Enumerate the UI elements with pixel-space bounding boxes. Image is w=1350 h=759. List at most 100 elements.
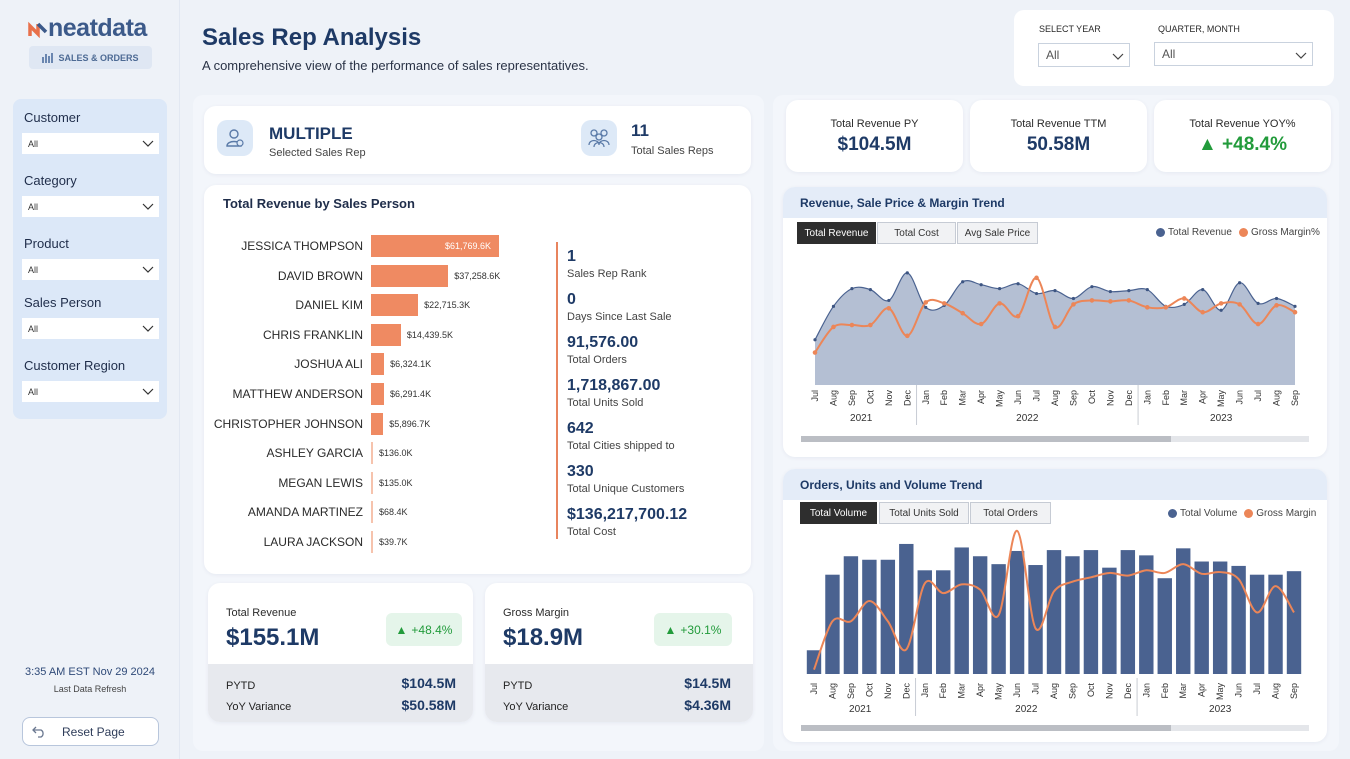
scrollbar-track[interactable] (801, 725, 1309, 731)
month-tick-label: Nov (1105, 390, 1115, 407)
month-tick-label: Oct (864, 683, 874, 698)
tab-total-orders[interactable]: Total Orders (970, 502, 1051, 524)
page-title: Sales Rep Analysis (202, 24, 422, 51)
select-year-dropdown[interactable]: All (1038, 43, 1130, 67)
filter-sales-person-select[interactable]: All (22, 318, 159, 339)
month-tick-label: Jul (809, 683, 819, 695)
revenue-pytd-label: PYTD (226, 680, 256, 692)
legend-label: Gross Margin (1256, 508, 1317, 519)
stat-value: 330 (567, 463, 594, 480)
revenue-bar[interactable] (371, 412, 384, 435)
bar-value-label: $39.7K (379, 537, 408, 547)
filter-sales-person-value: All (28, 323, 39, 334)
margin-point (1126, 298, 1132, 303)
margin-point (1052, 324, 1058, 330)
tab-total-units-sold[interactable]: Total Units Sold (879, 502, 969, 524)
stat-value: 0 (567, 291, 576, 308)
month-tick-label: Oct (865, 390, 875, 405)
revenue-bar[interactable] (371, 323, 401, 346)
scrollbar-thumb[interactable] (801, 436, 1171, 442)
month-tick-label: Nov (884, 390, 894, 407)
stat-value: 1 (567, 248, 576, 265)
revenue-bar[interactable] (371, 501, 373, 524)
kpi-revenue-yoy-number: +48.4% (1222, 134, 1288, 155)
margin-point (1015, 313, 1021, 319)
filter-category-value: All (28, 201, 39, 212)
reset-page-button[interactable]: Reset Page (22, 717, 159, 746)
revenue-bar[interactable] (371, 235, 499, 257)
month-tick-label: Aug (1271, 683, 1281, 699)
month-tick-label: Sep (1068, 390, 1078, 406)
revenue-bar[interactable] (371, 383, 385, 405)
revenue-point (1090, 285, 1094, 289)
volume-bar (972, 556, 988, 674)
filter-customer-value: All (28, 138, 39, 149)
tab-total-cost[interactable]: Total Cost (877, 222, 956, 244)
legend-label: Total Volume (1180, 508, 1238, 519)
stat-label: Days Since Last Sale (567, 311, 672, 323)
tab-avg-sale-price[interactable]: Avg Sale Price (957, 222, 1038, 244)
quarter-month-dropdown[interactable]: All (1154, 42, 1313, 66)
tab-total-volume[interactable]: Total Volume (800, 502, 877, 524)
chevron-down-icon (142, 388, 154, 395)
margin-point (905, 333, 910, 339)
scrollbar-thumb[interactable] (801, 725, 1171, 731)
margin-point (997, 301, 1002, 306)
filter-region-value: All (28, 386, 39, 397)
margin-pytd-value: $14.5M (684, 675, 731, 691)
filter-product-label: Product (24, 236, 69, 251)
revenue-bar[interactable] (371, 353, 385, 376)
month-tick-label: Aug (1050, 390, 1060, 406)
margin-point (868, 322, 873, 328)
bar-value-label: $68.4K (379, 507, 408, 518)
revenue-bar[interactable] (371, 471, 373, 494)
quarter-month-label: QUARTER, MONTH (1158, 24, 1240, 34)
volume-trend-legend: Total Volume Gross Margin (1168, 508, 1316, 519)
margin-pytd-label: PYTD (503, 680, 533, 692)
filter-customer-select[interactable]: All (22, 133, 159, 154)
filter-region-select[interactable]: All (22, 381, 159, 402)
volume-bar (899, 543, 914, 674)
revenue-bar[interactable] (371, 294, 419, 317)
bar-label: DAVID BROWN (277, 268, 363, 283)
rep-summary-card: MULTIPLE Selected Sales Rep 11 Total Sal… (204, 106, 751, 174)
page-subtitle: A comprehensive view of the performance … (202, 58, 589, 73)
scrollbar-track[interactable] (801, 436, 1309, 442)
bar-label: DANIEL KIM (295, 298, 363, 313)
revenue-bar[interactable] (371, 531, 373, 553)
margin-point (1163, 305, 1169, 310)
stat-value: 91,576.00 (567, 334, 639, 351)
volume-bar (1212, 561, 1228, 674)
revenue-variance-value: $50.58M (401, 697, 456, 713)
margin-point (1181, 296, 1187, 301)
month-tick-label: Apr (1198, 390, 1208, 404)
kpi-revenue-py-title: Total Revenue PY (830, 118, 919, 130)
volume-bar (954, 547, 969, 674)
kpi-revenue-ttm: Total Revenue TTM 50.58M (970, 100, 1147, 172)
margin-point (886, 306, 892, 311)
month-tick-label: Sep (846, 683, 856, 699)
total-reps-value: 11 (631, 121, 649, 140)
margin-point (1274, 303, 1279, 308)
revenue-bar[interactable] (371, 442, 373, 465)
month-tick-label: Jun (1012, 683, 1022, 698)
month-tick-label: Dec (1124, 390, 1134, 407)
month-tick-label: Apr (1197, 683, 1207, 697)
margin-point (1071, 302, 1076, 307)
brand-name: neatdata (48, 14, 147, 42)
margin-point (1218, 301, 1224, 306)
filter-category-select[interactable]: All (22, 196, 159, 217)
month-tick-label: Dec (901, 683, 911, 700)
margin-change-value: +30.1% (680, 622, 722, 637)
year-tick-label: 2022 (1015, 704, 1038, 715)
filter-sales-person-label: Sales Person (24, 295, 102, 310)
revenue-bar[interactable] (371, 264, 449, 287)
logo-icon (28, 21, 48, 39)
margin-variance-label: YoY Variance (503, 701, 569, 713)
stat-label: Total Orders (567, 354, 627, 366)
revenue-point (813, 338, 817, 342)
up-arrow-icon: ▲ (664, 622, 677, 637)
filter-product-select[interactable]: All (22, 259, 159, 280)
revenue-change-value: +48.4% (411, 622, 453, 637)
tab-total-revenue[interactable]: Total Revenue (797, 222, 876, 244)
